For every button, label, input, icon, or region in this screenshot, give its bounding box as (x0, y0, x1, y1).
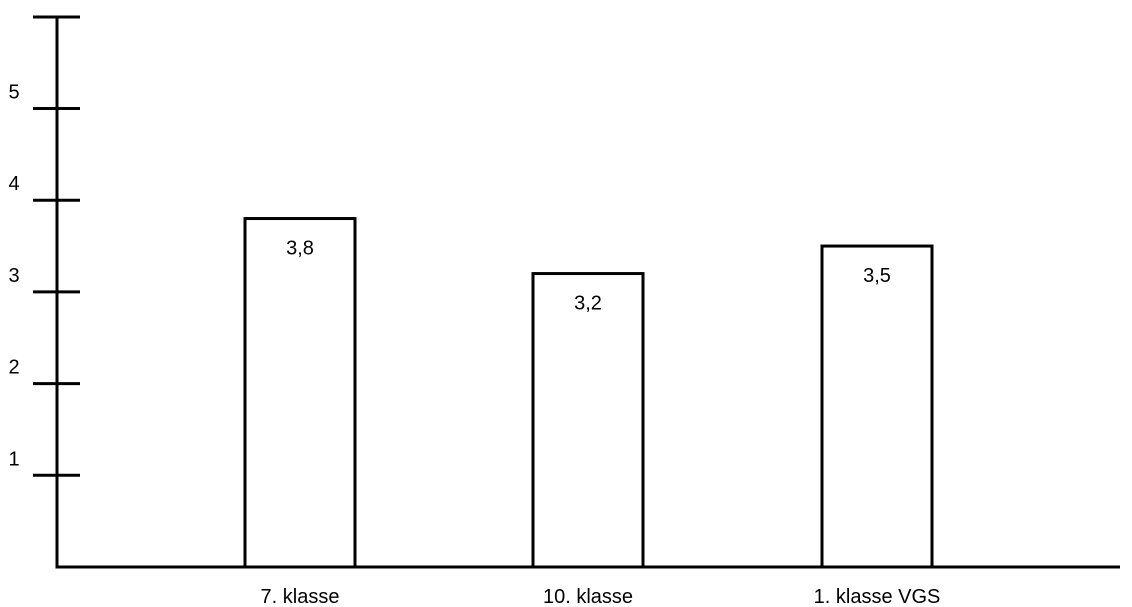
bars-layer (243, 217, 934, 569)
category-label-1: 7. klasse (261, 586, 340, 607)
y-tick-label-4: 4 (8, 173, 19, 195)
y-tick-label-5: 5 (8, 82, 19, 104)
data-label-3: 3,5 (863, 265, 891, 287)
y-tick-label-3: 3 (8, 265, 19, 287)
bar-1 (243, 217, 357, 569)
axes-layer (33, 15, 1120, 569)
data-label-1: 3,8 (286, 238, 314, 260)
category-label-3: 1. klasse VGS (814, 586, 941, 607)
data-label-2: 3,2 (574, 293, 602, 315)
labels-layer: 3,8 7. klasse 3,2 10. klasse 3,5 1. klasse VG… (8, 82, 940, 607)
bar-2 (531, 272, 645, 569)
bar-3 (820, 244, 934, 569)
y-tick-label-1: 1 (8, 448, 19, 470)
y-tick-label-2: 2 (8, 357, 19, 379)
category-label-2: 10. klasse (543, 586, 633, 607)
